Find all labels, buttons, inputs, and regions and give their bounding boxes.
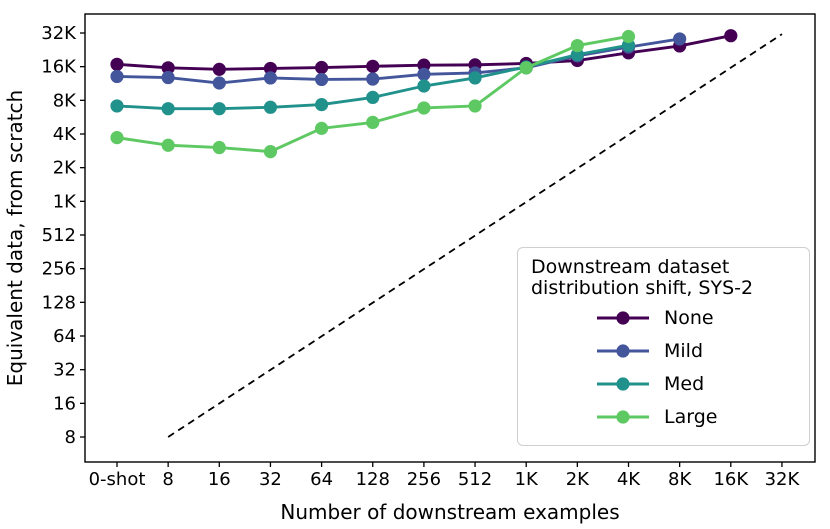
x-tick-label: 16K	[713, 469, 749, 490]
legend-swatch-mild	[597, 344, 649, 358]
legend-title-line1: Downstream dataset	[531, 256, 730, 278]
series-none-marker	[110, 57, 124, 71]
y-tick-label: 4K	[53, 124, 77, 145]
series-mild-line	[116, 37, 680, 85]
x-tick-label: 32	[259, 469, 282, 490]
legend: Downstream dataset distribution shift, S…	[517, 247, 810, 446]
x-tick-label: 32K	[765, 469, 801, 490]
legend-label: Large	[664, 406, 718, 429]
y-tick-label: 2K	[53, 158, 77, 179]
legend-swatch-none	[597, 311, 649, 325]
x-tick-label: 512	[458, 469, 492, 490]
legend-swatch-large	[597, 410, 649, 424]
series-large-marker	[110, 131, 124, 145]
series-mild-marker	[315, 72, 329, 87]
x-tick-label: 128	[356, 469, 390, 490]
legend-marker	[616, 410, 630, 424]
series-large	[110, 29, 636, 159]
y-tick-label: 16K	[41, 57, 77, 78]
legend-entry-med: Med	[596, 368, 809, 401]
series-mild-marker	[673, 32, 687, 46]
series-none-marker	[263, 61, 278, 76]
series-med-marker	[417, 79, 431, 93]
series-med-marker	[212, 102, 226, 116]
x-tick-label: 8K	[668, 469, 692, 490]
x-axis-label: Number of downstream examples	[280, 500, 619, 524]
series-none-marker	[417, 58, 431, 72]
series-med-marker	[110, 99, 124, 113]
series-large-marker	[468, 99, 482, 113]
series-large-marker	[161, 138, 175, 152]
y-tick-label: 256	[42, 259, 76, 280]
series-large-marker	[519, 61, 533, 75]
axis-ticks: 0-shot 8 16 32 64 128 256 512 1K 2K 4K 8K 16K 32K 8 16 3…	[41, 23, 800, 490]
x-tick-label: 256	[407, 469, 441, 490]
series-mild-marker	[110, 69, 124, 84]
x-tick-label: 16	[208, 469, 231, 490]
y-tick-label: 1K	[53, 191, 77, 212]
series-large-marker	[263, 145, 278, 159]
series-large-marker	[366, 115, 380, 130]
y-tick-label: 128	[42, 292, 76, 313]
legend-entry-mild: Mild	[596, 335, 809, 368]
series-mild-marker	[263, 71, 278, 85]
series-large-marker	[621, 29, 636, 44]
series-large-marker	[212, 140, 226, 155]
legend-marker	[616, 377, 630, 391]
x-tick-label: 1K	[515, 469, 539, 490]
series-mild-marker	[366, 72, 380, 86]
series-med-marker	[366, 90, 380, 105]
series-mild-marker	[212, 76, 226, 90]
legend-label: Mild	[664, 340, 704, 363]
data-series	[110, 29, 738, 159]
legend-entry-large: Large	[596, 401, 809, 434]
y-tick-label: 8	[65, 427, 76, 448]
series-none-marker	[161, 61, 175, 75]
series-none-marker	[366, 59, 380, 73]
legend-label: Med	[664, 373, 705, 396]
legend-entries: None Mild Med Large	[518, 302, 809, 434]
series-none-marker	[212, 62, 226, 76]
y-tick-label: 8K	[53, 90, 77, 111]
series-mild-marker	[417, 67, 431, 81]
legend-marker	[616, 311, 630, 325]
legend-title-line2: distribution shift, SYS-2	[531, 277, 754, 300]
plot-frame	[84, 13, 816, 463]
reference-dashed-line	[167, 33, 783, 438]
series-none-marker	[315, 60, 329, 75]
x-tick-label: 64	[310, 469, 333, 490]
series-med-marker	[263, 100, 278, 114]
y-tick-label: 16	[53, 393, 76, 414]
legend-swatch-med	[597, 377, 649, 391]
x-tick-label: 2K	[566, 469, 590, 490]
y-tick-label: 32	[53, 360, 76, 381]
series-med-marker	[315, 98, 329, 112]
y-tick-label: 64	[53, 326, 76, 347]
legend-label: None	[664, 307, 714, 330]
x-tick-label: 8	[162, 469, 173, 490]
identity-line	[167, 33, 783, 438]
series-mild-marker	[161, 70, 175, 85]
y-tick-label: 512	[42, 225, 76, 246]
legend-marker	[616, 344, 630, 358]
series-med-marker	[468, 71, 482, 85]
legend-entry-none: None	[596, 302, 809, 335]
y-axis-label: Equivalent data, from scratch	[3, 90, 27, 386]
series-large-marker	[417, 101, 431, 115]
y-tick-label: 32K	[41, 23, 77, 44]
series-med-marker	[161, 102, 175, 116]
series-large-marker	[315, 121, 329, 135]
legend-title: Downstream dataset distribution shift, S…	[518, 248, 809, 302]
x-tick-label: 4K	[617, 469, 641, 490]
x-tick-label: 0-shot	[89, 469, 146, 490]
series-large-marker	[570, 38, 584, 53]
series-none-marker	[724, 29, 738, 43]
series-med-marker	[570, 48, 584, 62]
